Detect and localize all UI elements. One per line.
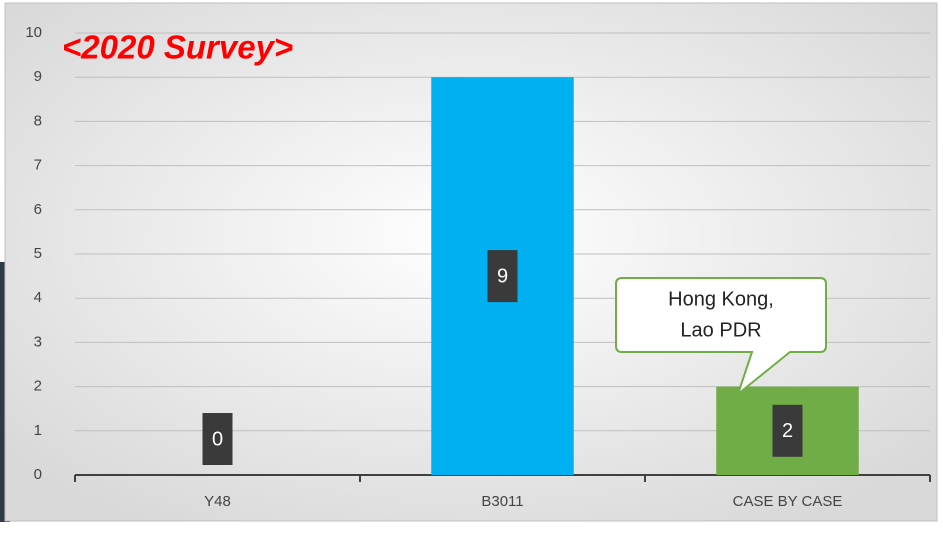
data-label: 0 [212,428,223,450]
data-label: 2 [782,420,793,442]
x-tick-label: B3011 [481,493,523,510]
chart-title: <2020 Survey> [62,29,293,66]
y-tick-label: 6 [34,201,42,218]
data-label-box [772,404,803,457]
callout-text: Hong Kong, [668,288,774,310]
y-tick-label: 0 [34,466,42,483]
y-tick-label: 10 [25,24,42,41]
y-tick-label: 9 [34,68,42,85]
callout-text: Lao PDR [680,319,761,341]
y-tick-label: 7 [34,157,42,174]
data-label-box [487,250,518,303]
y-tick-label: 4 [34,289,42,306]
data-label: 9 [497,265,508,287]
data-label-box [202,413,233,465]
y-tick-label: 2 [34,378,42,395]
y-tick-label: 8 [34,112,42,129]
y-tick-label: 1 [34,422,42,439]
x-tick-label: Y48 [204,493,231,510]
x-tick-label: CASE BY CASE [733,493,843,510]
callout: Hong Kong, Lao PDR [615,277,827,397]
y-tick-label: 5 [34,245,42,262]
callout-box [615,277,827,397]
y-tick-label: 3 [34,333,42,350]
